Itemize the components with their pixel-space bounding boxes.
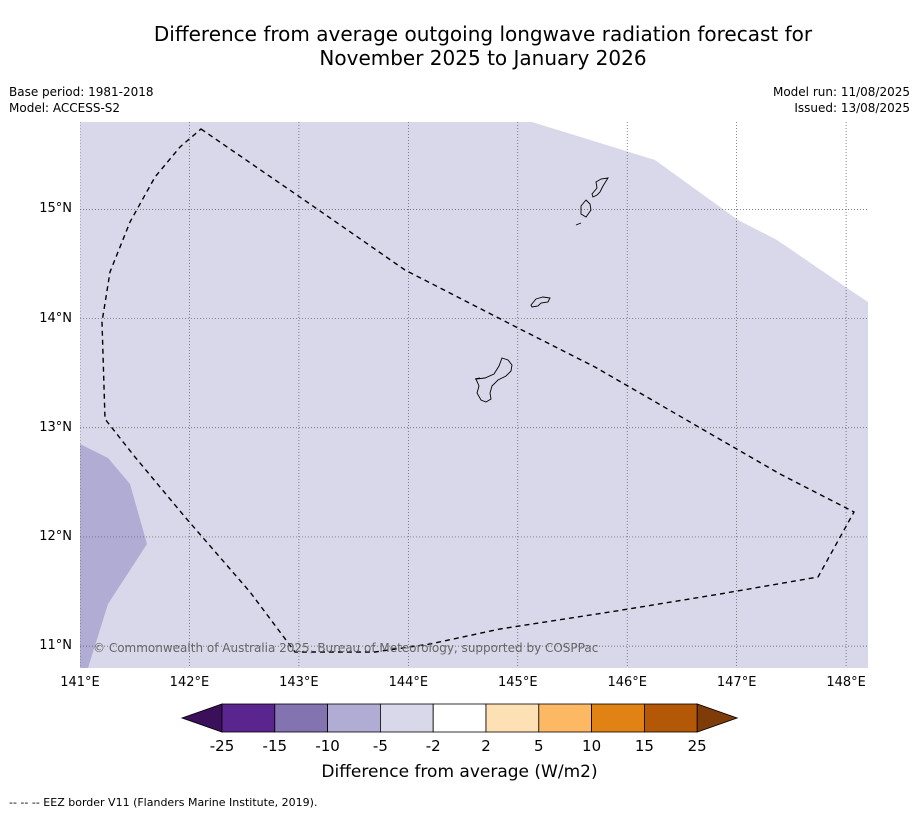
- colorbar-tick-label: -2: [425, 737, 441, 755]
- meta-left: Base period: 1981-2018 Model: ACCESS-S2: [9, 84, 154, 116]
- longitude-label: 142°E: [169, 675, 210, 690]
- colorbar-segment: [643, 703, 698, 733]
- colorbar-extend-high: [696, 703, 739, 733]
- island-saipan: [591, 177, 609, 198]
- island-guam: [475, 357, 513, 403]
- colorbar-segment: [591, 703, 645, 733]
- colorbar-tick-label: -5: [372, 737, 388, 755]
- colorbar-segment: [274, 703, 329, 733]
- colorbar-tick-label: 10: [582, 737, 602, 755]
- graticule: [80, 122, 868, 668]
- colorbar: [180, 703, 739, 733]
- colorbar-tick-label: 5: [534, 737, 544, 755]
- colorbar-extend-low: [180, 703, 223, 733]
- latitude-label: 15°N: [39, 201, 72, 217]
- longitude-label: 148°E: [826, 675, 866, 690]
- chart-title: Difference from average outgoing longwav…: [0, 22, 919, 70]
- colorbar-segment: [432, 703, 487, 733]
- colorbar-tick-label: -10: [315, 737, 340, 755]
- island-rota: [530, 296, 551, 308]
- longitude-label: 144°E: [388, 675, 429, 690]
- colorbar-label: Difference from average (W/m2): [321, 762, 598, 782]
- latitude-label: 13°N: [39, 419, 72, 435]
- colorbar-tick-label: 2: [481, 737, 491, 755]
- meta-right: Model run: 11/08/2025 Issued: 13/08/2025: [773, 84, 910, 116]
- colorbar-tick-label: 25: [687, 737, 707, 755]
- map-area: [80, 122, 868, 668]
- latitude-label: 14°N: [39, 310, 72, 326]
- issued-date: Issued: 13/08/2025: [794, 101, 910, 115]
- island-tinian: [580, 199, 592, 218]
- colorbar-tick-label: -25: [209, 737, 235, 755]
- longitude-label: 145°E: [498, 675, 538, 690]
- island-aguijan: [575, 222, 582, 226]
- copyright-notice: © Commonwealth of Australia 2025, Bureau…: [93, 641, 599, 655]
- longitude-label: 143°E: [279, 675, 319, 690]
- anomaly-region-minus5: [80, 122, 868, 668]
- title-line-1: Difference from average outgoing longwav…: [153, 22, 813, 46]
- longitude-label: 147°E: [716, 675, 757, 690]
- latitude-label: 11°N: [39, 638, 72, 654]
- colorbar-segment: [538, 703, 592, 733]
- island-cocos: [474, 377, 481, 380]
- colorbar-segment: [327, 703, 381, 733]
- island-outlines: [474, 177, 609, 403]
- longitude-label: 141°E: [60, 675, 100, 690]
- anomaly-region-minus10: [80, 444, 147, 668]
- eez-border: [101, 128, 855, 653]
- colorbar-tick-label: 15: [634, 737, 654, 755]
- latitude-label: 12°N: [39, 528, 72, 544]
- longitude-label: 146°E: [607, 675, 647, 690]
- title-line-2: November 2025 to January 2026: [319, 46, 647, 70]
- base-period: Base period: 1981-2018: [9, 85, 154, 99]
- eez-legend-note: -- -- -- EEZ border V11 (Flanders Marine…: [9, 796, 318, 809]
- colorbar-segment: [485, 703, 540, 733]
- colorbar-tick-label: -15: [262, 737, 288, 755]
- colorbar-segment: [379, 703, 434, 733]
- colorbar-segment: [221, 703, 276, 733]
- model-run: Model run: 11/08/2025: [772, 85, 910, 99]
- model-name: Model: ACCESS-S2: [9, 101, 121, 115]
